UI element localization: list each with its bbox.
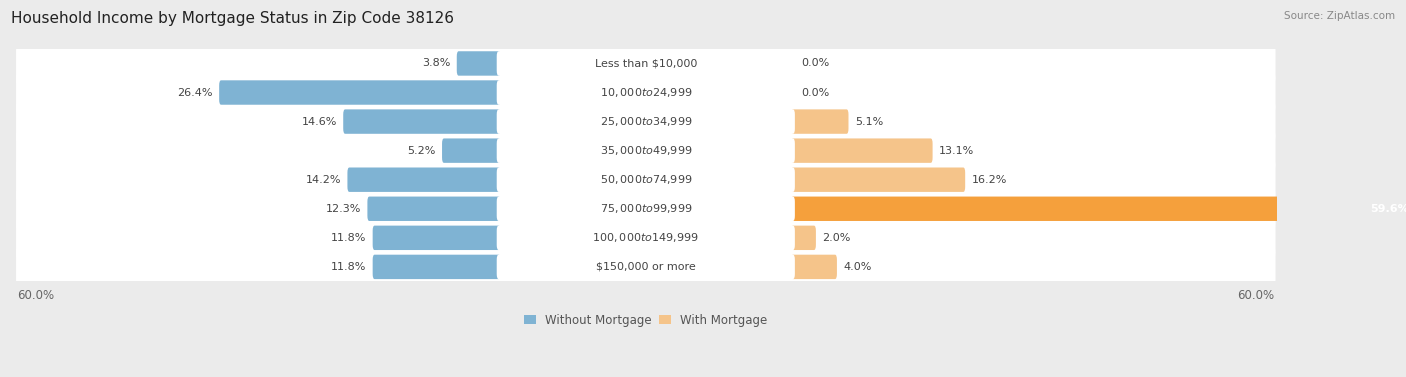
Text: 0.0%: 0.0% [801,87,830,98]
Text: $35,000 to $49,999: $35,000 to $49,999 [599,144,692,157]
Text: 11.8%: 11.8% [330,262,366,272]
FancyBboxPatch shape [343,109,501,134]
Text: 5.2%: 5.2% [408,146,436,156]
Text: $50,000 to $74,999: $50,000 to $74,999 [599,173,692,186]
FancyBboxPatch shape [496,225,794,250]
FancyBboxPatch shape [15,40,1275,87]
FancyBboxPatch shape [792,167,965,192]
Text: Household Income by Mortgage Status in Zip Code 38126: Household Income by Mortgage Status in Z… [11,11,454,26]
FancyBboxPatch shape [496,80,794,105]
Text: 16.2%: 16.2% [972,175,1007,185]
FancyBboxPatch shape [496,167,794,192]
FancyBboxPatch shape [15,244,1275,290]
Text: 12.3%: 12.3% [326,204,361,214]
FancyBboxPatch shape [347,167,501,192]
FancyBboxPatch shape [496,109,794,134]
Text: 26.4%: 26.4% [177,87,212,98]
FancyBboxPatch shape [373,255,501,279]
FancyBboxPatch shape [792,109,848,134]
FancyBboxPatch shape [15,185,1275,232]
Text: $25,000 to $34,999: $25,000 to $34,999 [599,115,692,128]
FancyBboxPatch shape [496,138,794,163]
FancyBboxPatch shape [15,69,1275,116]
Text: 3.8%: 3.8% [422,58,450,69]
Text: $75,000 to $99,999: $75,000 to $99,999 [599,202,692,215]
FancyBboxPatch shape [219,80,501,105]
Text: 2.0%: 2.0% [823,233,851,243]
FancyBboxPatch shape [792,255,837,279]
Text: Less than $10,000: Less than $10,000 [595,58,697,69]
Legend: Without Mortgage, With Mortgage: Without Mortgage, With Mortgage [524,314,768,326]
FancyBboxPatch shape [496,51,794,76]
FancyBboxPatch shape [15,156,1275,203]
Text: 13.1%: 13.1% [939,146,974,156]
FancyBboxPatch shape [792,138,932,163]
Text: 4.0%: 4.0% [844,262,872,272]
Text: 60.0%: 60.0% [17,289,55,302]
FancyBboxPatch shape [441,138,501,163]
FancyBboxPatch shape [496,255,794,279]
Text: 14.6%: 14.6% [301,116,336,127]
FancyBboxPatch shape [367,196,501,221]
FancyBboxPatch shape [15,127,1275,174]
FancyBboxPatch shape [373,225,501,250]
Text: 59.6%: 59.6% [1371,204,1406,214]
FancyBboxPatch shape [15,215,1275,261]
Text: 5.1%: 5.1% [855,116,883,127]
Text: 11.8%: 11.8% [330,233,366,243]
FancyBboxPatch shape [15,98,1275,145]
FancyBboxPatch shape [496,196,794,221]
FancyBboxPatch shape [457,51,501,76]
Text: 14.2%: 14.2% [305,175,340,185]
Text: 60.0%: 60.0% [1237,289,1274,302]
Text: $150,000 or more: $150,000 or more [596,262,696,272]
Text: $10,000 to $24,999: $10,000 to $24,999 [599,86,692,99]
Text: $100,000 to $149,999: $100,000 to $149,999 [592,231,699,244]
Text: 0.0%: 0.0% [801,58,830,69]
Text: Source: ZipAtlas.com: Source: ZipAtlas.com [1284,11,1395,21]
FancyBboxPatch shape [792,196,1406,221]
FancyBboxPatch shape [792,225,815,250]
